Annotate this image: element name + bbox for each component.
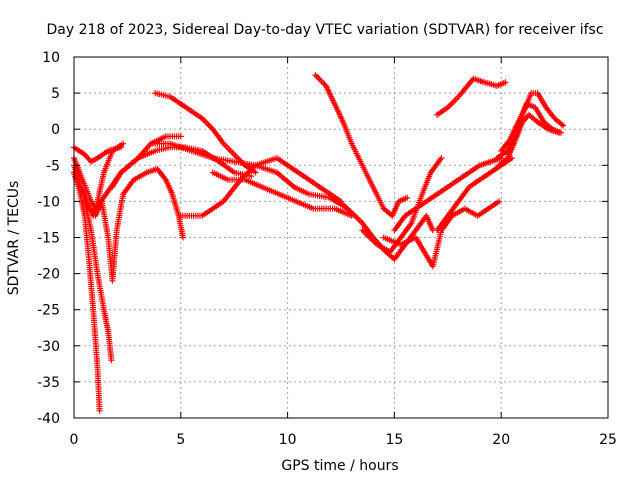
x-tick-label: 0: [70, 432, 79, 448]
x-tick-label: 20: [492, 432, 510, 448]
x-tick-label: 15: [385, 432, 403, 448]
y-axis-label: SDTVAR / TECUs: [6, 181, 22, 296]
series-markers: [92, 165, 186, 284]
series-markers: [380, 198, 503, 270]
y-tick-label: -30: [37, 339, 60, 355]
series-markers: [71, 133, 184, 212]
y-tick-label: 5: [51, 86, 60, 102]
series-markers: [147, 140, 351, 212]
series-track-14: [359, 155, 445, 255]
data-points: [71, 72, 567, 414]
series-track-12: [312, 72, 411, 219]
series-markers: [71, 144, 124, 165]
series-markers: [434, 75, 509, 118]
series-track-18: [434, 75, 509, 118]
x-tick-label: 10: [279, 432, 297, 448]
y-tick-label: -25: [37, 303, 60, 319]
series-track-19: [493, 90, 567, 162]
series-track-3: [71, 133, 184, 212]
series-markers: [177, 155, 344, 219]
series-track-16: [391, 155, 505, 234]
x-tick-label: 25: [599, 432, 617, 448]
grid: [74, 57, 608, 418]
series-track-2: [71, 144, 124, 165]
series-track-10: [177, 155, 344, 219]
series-markers: [209, 169, 355, 219]
series-track-15: [380, 198, 503, 270]
chart-title: Day 218 of 2023, Sidereal Day-to-day VTE…: [46, 22, 603, 38]
series-track-21: [496, 111, 562, 169]
series-track-9: [147, 140, 351, 212]
x-axis-label: GPS time / hours: [281, 458, 398, 474]
y-tick-label: -35: [37, 375, 60, 391]
y-tick-label: -15: [37, 231, 60, 247]
series-markers: [359, 155, 445, 255]
axis-ticks: 0 5 10 15 20 25 -40 -35 -30 -25 -20 -15 -10 -5 0 5 10: [37, 50, 617, 448]
y-tick-label: 0: [51, 122, 60, 138]
y-tick-label: -40: [37, 411, 60, 427]
series-markers: [81, 198, 115, 364]
series-markers: [312, 72, 411, 219]
series-markers: [496, 111, 562, 169]
y-tick-label: 10: [42, 50, 60, 66]
series-markers: [493, 90, 567, 162]
y-tick-label: -20: [37, 267, 60, 283]
series-track-5: [81, 198, 115, 364]
series-track-11: [209, 169, 355, 219]
y-tick-label: -10: [37, 194, 60, 210]
x-tick-label: 5: [176, 432, 185, 448]
series-track-6: [92, 165, 186, 284]
series-markers: [391, 155, 505, 234]
y-tick-label: -5: [46, 158, 60, 174]
